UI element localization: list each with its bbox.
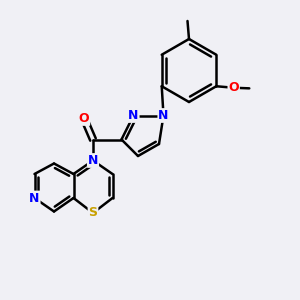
Text: N: N bbox=[29, 191, 40, 205]
Text: N: N bbox=[128, 109, 139, 122]
Text: O: O bbox=[79, 112, 89, 125]
Text: N: N bbox=[88, 154, 98, 167]
Text: N: N bbox=[158, 109, 169, 122]
Text: O: O bbox=[228, 81, 239, 94]
Text: S: S bbox=[88, 206, 98, 220]
